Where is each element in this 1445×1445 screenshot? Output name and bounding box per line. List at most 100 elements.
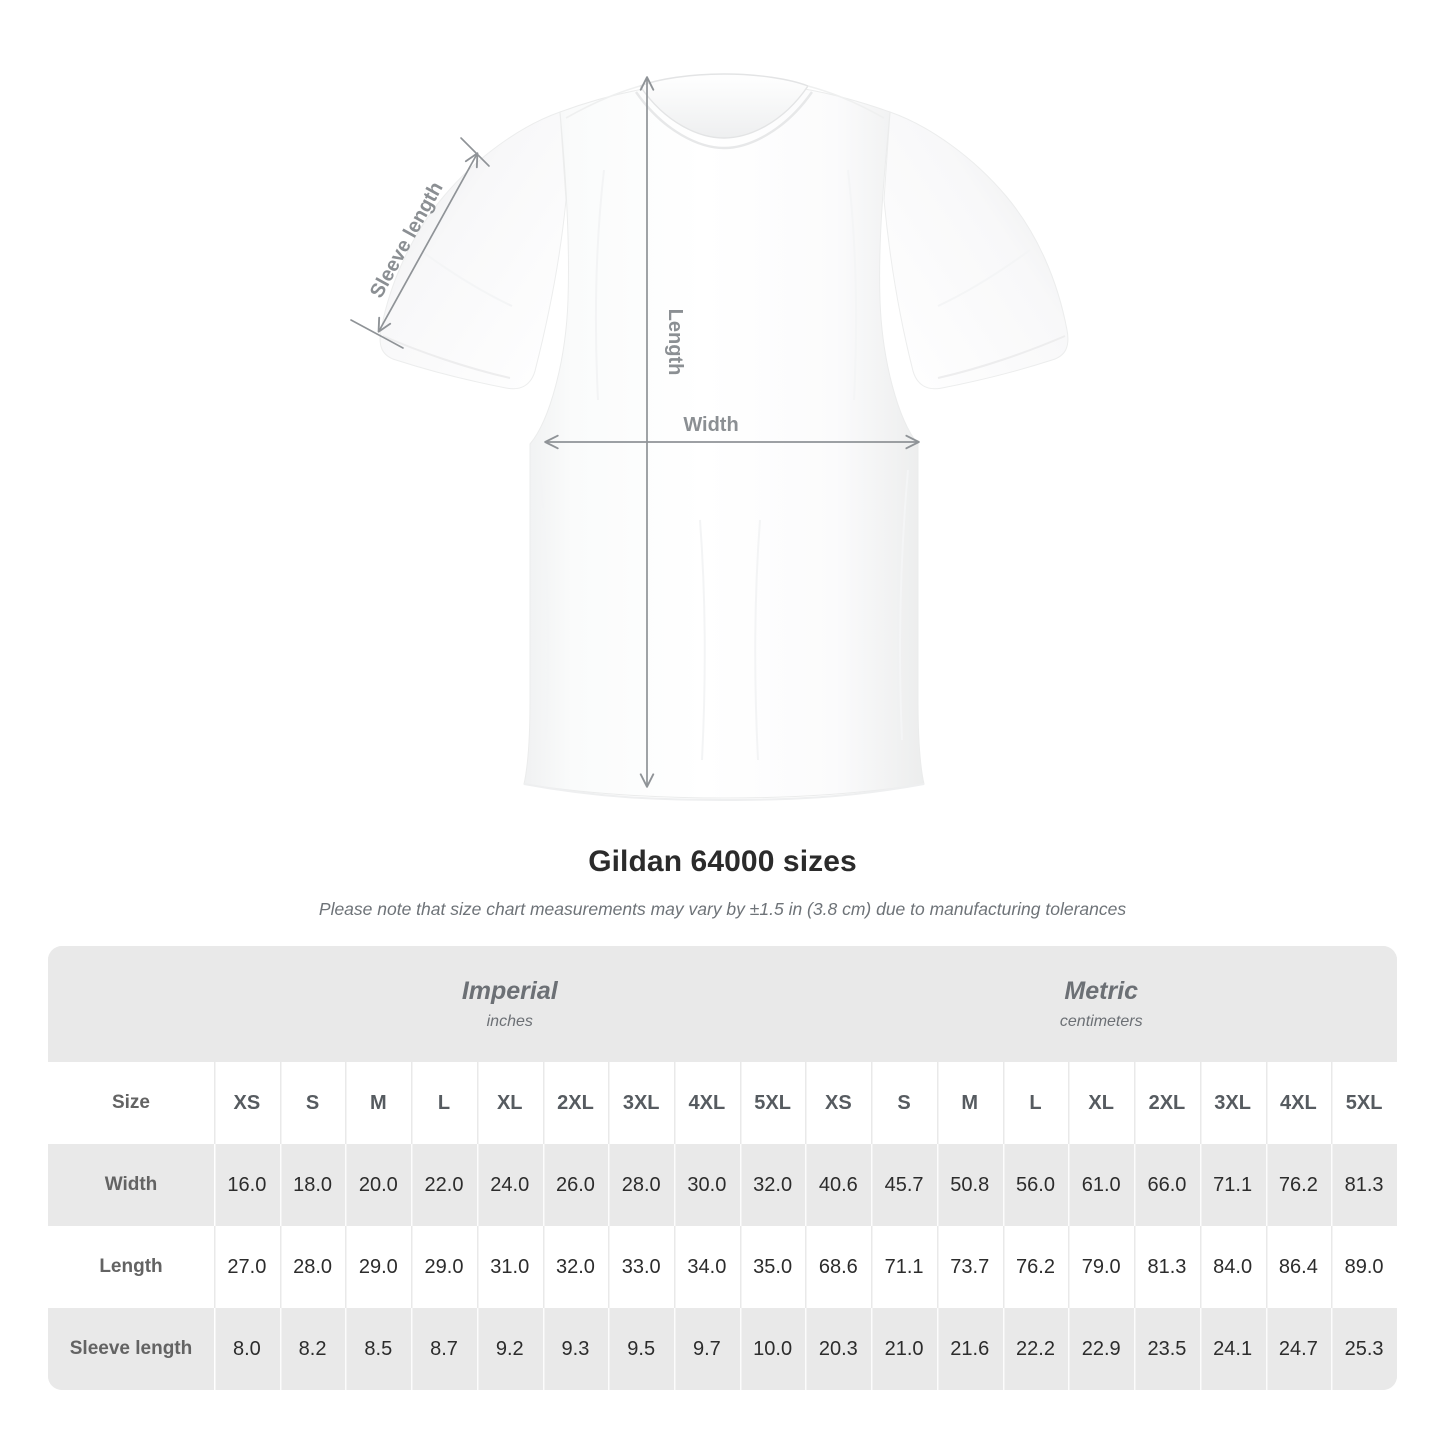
table-cell: 71.1 (871, 1226, 937, 1308)
size-header-cell: L (1003, 1062, 1069, 1144)
table-cell: 23.5 (1134, 1308, 1200, 1390)
table-cell: 27.0 (214, 1226, 280, 1308)
table-cell: 8.2 (280, 1308, 346, 1390)
table-cell: 45.7 (871, 1144, 937, 1226)
right-sleeve-hem (937, 335, 1066, 379)
table-cell: 73.7 (937, 1226, 1003, 1308)
size-chart-table: Imperial inches Metric centimeters Size … (48, 946, 1397, 1390)
unit-group-metric-name: Metric (1064, 977, 1139, 1005)
size-header-cell: 3XL (1200, 1062, 1266, 1144)
unit-group-imperial-units: inches (486, 1013, 533, 1030)
sleeve-length-arrow (377, 152, 479, 333)
tshirt-illustration: Sleeve length Length Width (350, 73, 1069, 802)
table-cell: 31.0 (477, 1226, 543, 1308)
left-sleeve-hem (382, 335, 511, 379)
table-cell: 40.6 (805, 1144, 871, 1226)
table-cell: 50.8 (937, 1144, 1003, 1226)
table-cell: 8.5 (345, 1308, 411, 1390)
page-title: Gildan 64000 sizes (588, 845, 857, 878)
table-row: Sleeve length 8.0 8.2 8.5 8.7 9.2 9.3 9.5 9.7 10… (48, 1308, 1397, 1390)
table-cell: 35.0 (740, 1226, 806, 1308)
size-row-label: Size (111, 1092, 151, 1113)
unit-group-metric-units: centimeters (1059, 1013, 1143, 1030)
size-header-cell: 2XL (543, 1062, 609, 1144)
row-label-sleeve-length: Sleeve length (69, 1338, 193, 1359)
chart-header: Gildan 64000 sizes Please note that size… (0, 842, 1445, 920)
table-cell: 24.1 (1200, 1308, 1266, 1390)
right-shoulder-seam (807, 85, 885, 119)
table-cell: 30.0 (674, 1144, 740, 1226)
sleeve-length-cap-bottom (350, 319, 404, 349)
table-header-row: Size XS S M L XL 2XL 3XL 4XL 5XL XS S M L XL 2XL 3XL 4XL… (48, 1062, 1397, 1144)
table-cell: 20.0 (345, 1144, 411, 1226)
size-header-cells: XS S M L XL 2XL 3XL 4XL 5XL XS S M L XL 2XL 3XL 4XL 5XL (214, 1062, 1397, 1144)
size-header-cell: XS (214, 1062, 280, 1144)
table-cell: 84.0 (1200, 1226, 1266, 1308)
left-shoulder-seam (565, 85, 641, 119)
table-cell: 86.4 (1266, 1226, 1332, 1308)
table-cell: 61.0 (1068, 1144, 1134, 1226)
collar (638, 73, 810, 139)
shirt-body (523, 81, 925, 799)
width-label: Width (683, 414, 738, 436)
size-header-cell: 3XL (608, 1062, 674, 1144)
table-cell: 26.0 (543, 1144, 609, 1226)
table-cell: 29.0 (411, 1226, 477, 1308)
table-cell: 29.0 (345, 1226, 411, 1308)
table-cell: 22.2 (1003, 1308, 1069, 1390)
table-cell: 28.0 (608, 1144, 674, 1226)
size-header-cell: 5XL (1331, 1062, 1397, 1144)
size-header-cell: 5XL (740, 1062, 806, 1144)
table-cell: 10.0 (740, 1308, 806, 1390)
table-cell: 76.2 (1266, 1144, 1332, 1226)
size-header-cell: XL (1068, 1062, 1134, 1144)
sleeve-length-cap-top (460, 137, 490, 167)
size-header-cell: M (345, 1062, 411, 1144)
table-cell: 16.0 (214, 1144, 280, 1226)
table-cell: 22.0 (411, 1144, 477, 1226)
table-cell: 21.6 (937, 1308, 1003, 1390)
size-header-cell: XL (477, 1062, 543, 1144)
table-cell: 9.3 (543, 1308, 609, 1390)
table-cell: 34.0 (674, 1226, 740, 1308)
table-cell: 20.3 (805, 1308, 871, 1390)
width-annotation: Width (544, 414, 920, 450)
size-header-cell: XS (805, 1062, 871, 1144)
hem-line (523, 783, 925, 802)
size-header-cell: S (871, 1062, 937, 1144)
table-cell: 81.3 (1134, 1226, 1200, 1308)
tshirt-graphic (379, 73, 1069, 802)
table-cell: 24.7 (1266, 1308, 1332, 1390)
table-cell: 22.9 (1068, 1308, 1134, 1390)
table-cell: 33.0 (608, 1226, 674, 1308)
table-cell: 81.3 (1331, 1144, 1397, 1226)
size-header-cell: 4XL (1266, 1062, 1332, 1144)
table-cell: 71.1 (1200, 1144, 1266, 1226)
right-sleeve (883, 111, 1069, 390)
row-cells-length: 27.0 28.0 29.0 29.0 31.0 32.0 33.0 34.0 35.0 68.6… (214, 1226, 1397, 1308)
table-cell: 32.0 (543, 1226, 609, 1308)
table-cell: 32.0 (740, 1144, 806, 1226)
table-cell: 76.2 (1003, 1226, 1069, 1308)
table-cell: 79.0 (1068, 1226, 1134, 1308)
table-cell: 9.2 (477, 1308, 543, 1390)
table-cell: 9.7 (674, 1308, 740, 1390)
row-cells-sleeve-length: 8.0 8.2 8.5 8.7 9.2 9.3 9.5 9.7 10.0 20.3 21.0 21.6… (214, 1308, 1397, 1390)
table-cell: 25.3 (1331, 1308, 1397, 1390)
table-cell: 18.0 (280, 1144, 346, 1226)
table-cell: 56.0 (1003, 1144, 1069, 1226)
table-cell: 8.0 (214, 1308, 280, 1390)
table-cell: 66.0 (1134, 1144, 1200, 1226)
tolerance-note: Please note that size chart measurements… (318, 899, 1127, 919)
unit-header-spacer (48, 946, 214, 1062)
table-cell: 89.0 (1331, 1226, 1397, 1308)
length-label: Length (664, 309, 686, 376)
size-header-cell: S (280, 1062, 346, 1144)
table-cell: 28.0 (280, 1226, 346, 1308)
table-row: Length 27.0 28.0 29.0 29.0 31.0 32.0 33.0 34.0 3… (48, 1226, 1397, 1308)
length-annotation: Length (639, 76, 686, 788)
table-cell: 9.5 (608, 1308, 674, 1390)
size-header-cell: 2XL (1134, 1062, 1200, 1144)
size-header-cell: M (937, 1062, 1003, 1144)
table-cell: 24.0 (477, 1144, 543, 1226)
